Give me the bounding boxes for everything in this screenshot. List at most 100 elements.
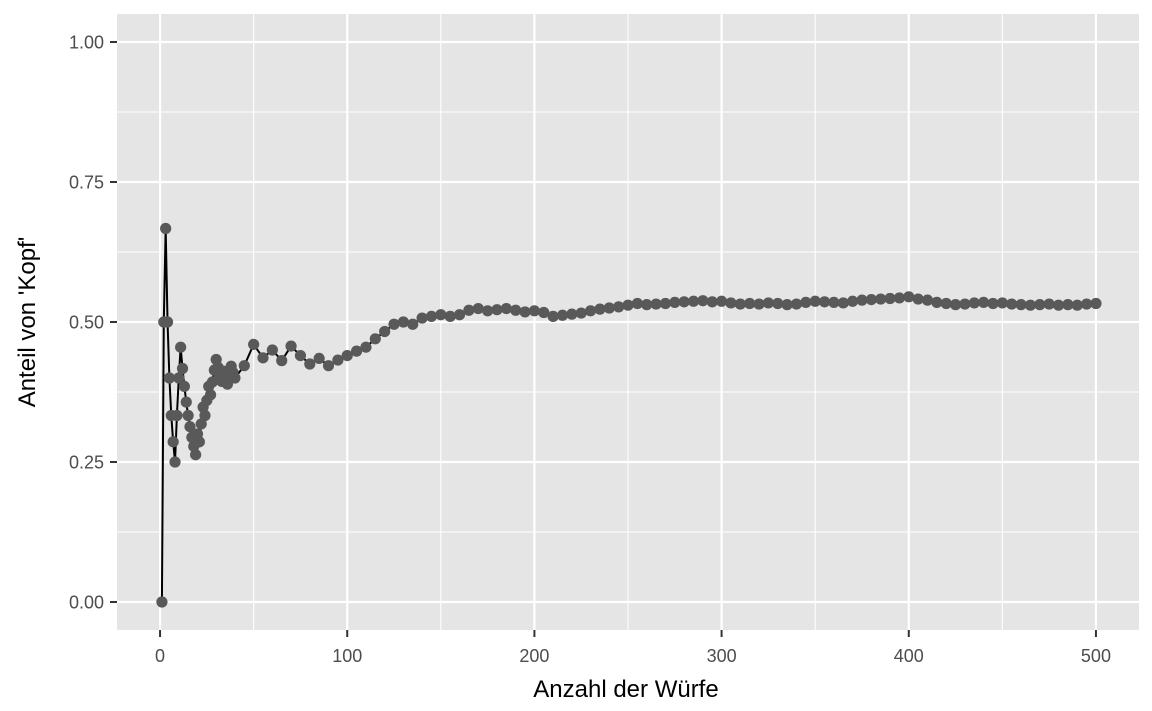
y-tick-label: 0.25: [69, 453, 104, 473]
data-point: [444, 310, 456, 322]
data-point: [706, 296, 718, 308]
data-point: [837, 297, 849, 309]
minor-gridlines: [117, 14, 1139, 630]
data-point: [482, 305, 494, 317]
data-point: [818, 296, 831, 308]
data-point: [847, 295, 859, 307]
data-point: [463, 304, 475, 316]
data-point: [659, 297, 672, 310]
data-point: [453, 309, 466, 321]
data-point: [809, 295, 821, 307]
data-point: [204, 389, 217, 401]
data-point: [772, 297, 784, 310]
data-point: [313, 352, 325, 364]
data-point: [416, 312, 428, 324]
data-point: [472, 302, 484, 315]
data-point: [940, 297, 952, 310]
data-point: [388, 318, 400, 330]
x-tick-label: 300: [707, 646, 737, 666]
data-point: [322, 360, 335, 372]
data-point: [425, 310, 438, 322]
x-tick-label: 500: [1081, 646, 1111, 666]
data-point: [193, 436, 205, 448]
data-point: [276, 355, 288, 367]
major-gridlines: [117, 14, 1139, 630]
data-point: [931, 296, 943, 308]
data-point: [199, 409, 211, 422]
data-point: [734, 298, 746, 310]
x-tick-label: 0: [155, 646, 165, 666]
data-point: [790, 298, 803, 310]
y-tick-label: 0.50: [69, 313, 104, 333]
y-tick-label: 0.00: [69, 593, 104, 613]
data-point: [996, 297, 1008, 309]
data-point: [510, 304, 522, 316]
data-point: [1052, 299, 1065, 311]
data-point: [762, 297, 774, 309]
data-point: [856, 294, 868, 306]
data-point: [294, 350, 307, 362]
data-point: [987, 297, 999, 310]
data-point: [1024, 299, 1037, 311]
data-point: [753, 298, 765, 310]
x-axis: 0 100 200 300 400 500: [155, 630, 1111, 666]
data-point: [528, 305, 541, 317]
data-point: [161, 316, 174, 328]
data-point: [603, 302, 615, 314]
data-point: [221, 378, 234, 390]
data-point: [697, 295, 709, 307]
data-point: [631, 297, 643, 310]
data-point: [360, 341, 372, 353]
data-point: [584, 305, 597, 317]
data-point: [613, 301, 625, 313]
data-point: [715, 295, 728, 307]
data-point: [884, 292, 896, 305]
data-point: [781, 299, 793, 311]
data-point: [195, 418, 207, 430]
data-point: [865, 294, 877, 306]
data-point: [285, 340, 297, 352]
data-point: [594, 303, 606, 315]
data-point: [229, 372, 241, 384]
data-point: [575, 307, 587, 319]
data-point: [156, 596, 168, 608]
data-point: [978, 296, 990, 308]
data-point: [160, 222, 172, 235]
data-point: [828, 296, 840, 308]
data-point: [178, 380, 190, 392]
x-tick-label: 200: [519, 646, 549, 666]
data-point: [167, 436, 179, 448]
data-point: [519, 306, 531, 318]
data-point: [491, 304, 503, 316]
data-point: [678, 296, 690, 308]
data-point: [407, 318, 419, 330]
data-point: [304, 358, 316, 370]
data-point: [500, 302, 512, 315]
x-tick-label: 400: [894, 646, 924, 666]
data-point: [949, 299, 962, 311]
data-point: [1015, 299, 1027, 311]
data-point: [180, 396, 192, 408]
data-point: [1043, 298, 1055, 310]
data-point: [171, 409, 183, 422]
data-point: [176, 362, 189, 375]
y-tick-label: 0.75: [69, 173, 104, 193]
data-point: [968, 297, 980, 309]
data-point: [350, 345, 363, 357]
data-point: [641, 299, 653, 311]
data-point: [650, 298, 662, 310]
data-point: [369, 333, 381, 345]
data-point: [173, 372, 185, 384]
data-point: [556, 309, 569, 321]
data-point: [169, 456, 181, 468]
data-point: [959, 298, 971, 310]
data-point: [912, 293, 924, 305]
data-point: [538, 306, 550, 319]
data-point: [669, 296, 681, 308]
data-point: [903, 291, 915, 303]
data-point: [566, 308, 578, 320]
y-tick-label: 1.00: [69, 33, 104, 53]
y-axis: 0.00 0.25 0.50 0.75 1.00: [69, 33, 117, 613]
data-point: [397, 316, 409, 328]
